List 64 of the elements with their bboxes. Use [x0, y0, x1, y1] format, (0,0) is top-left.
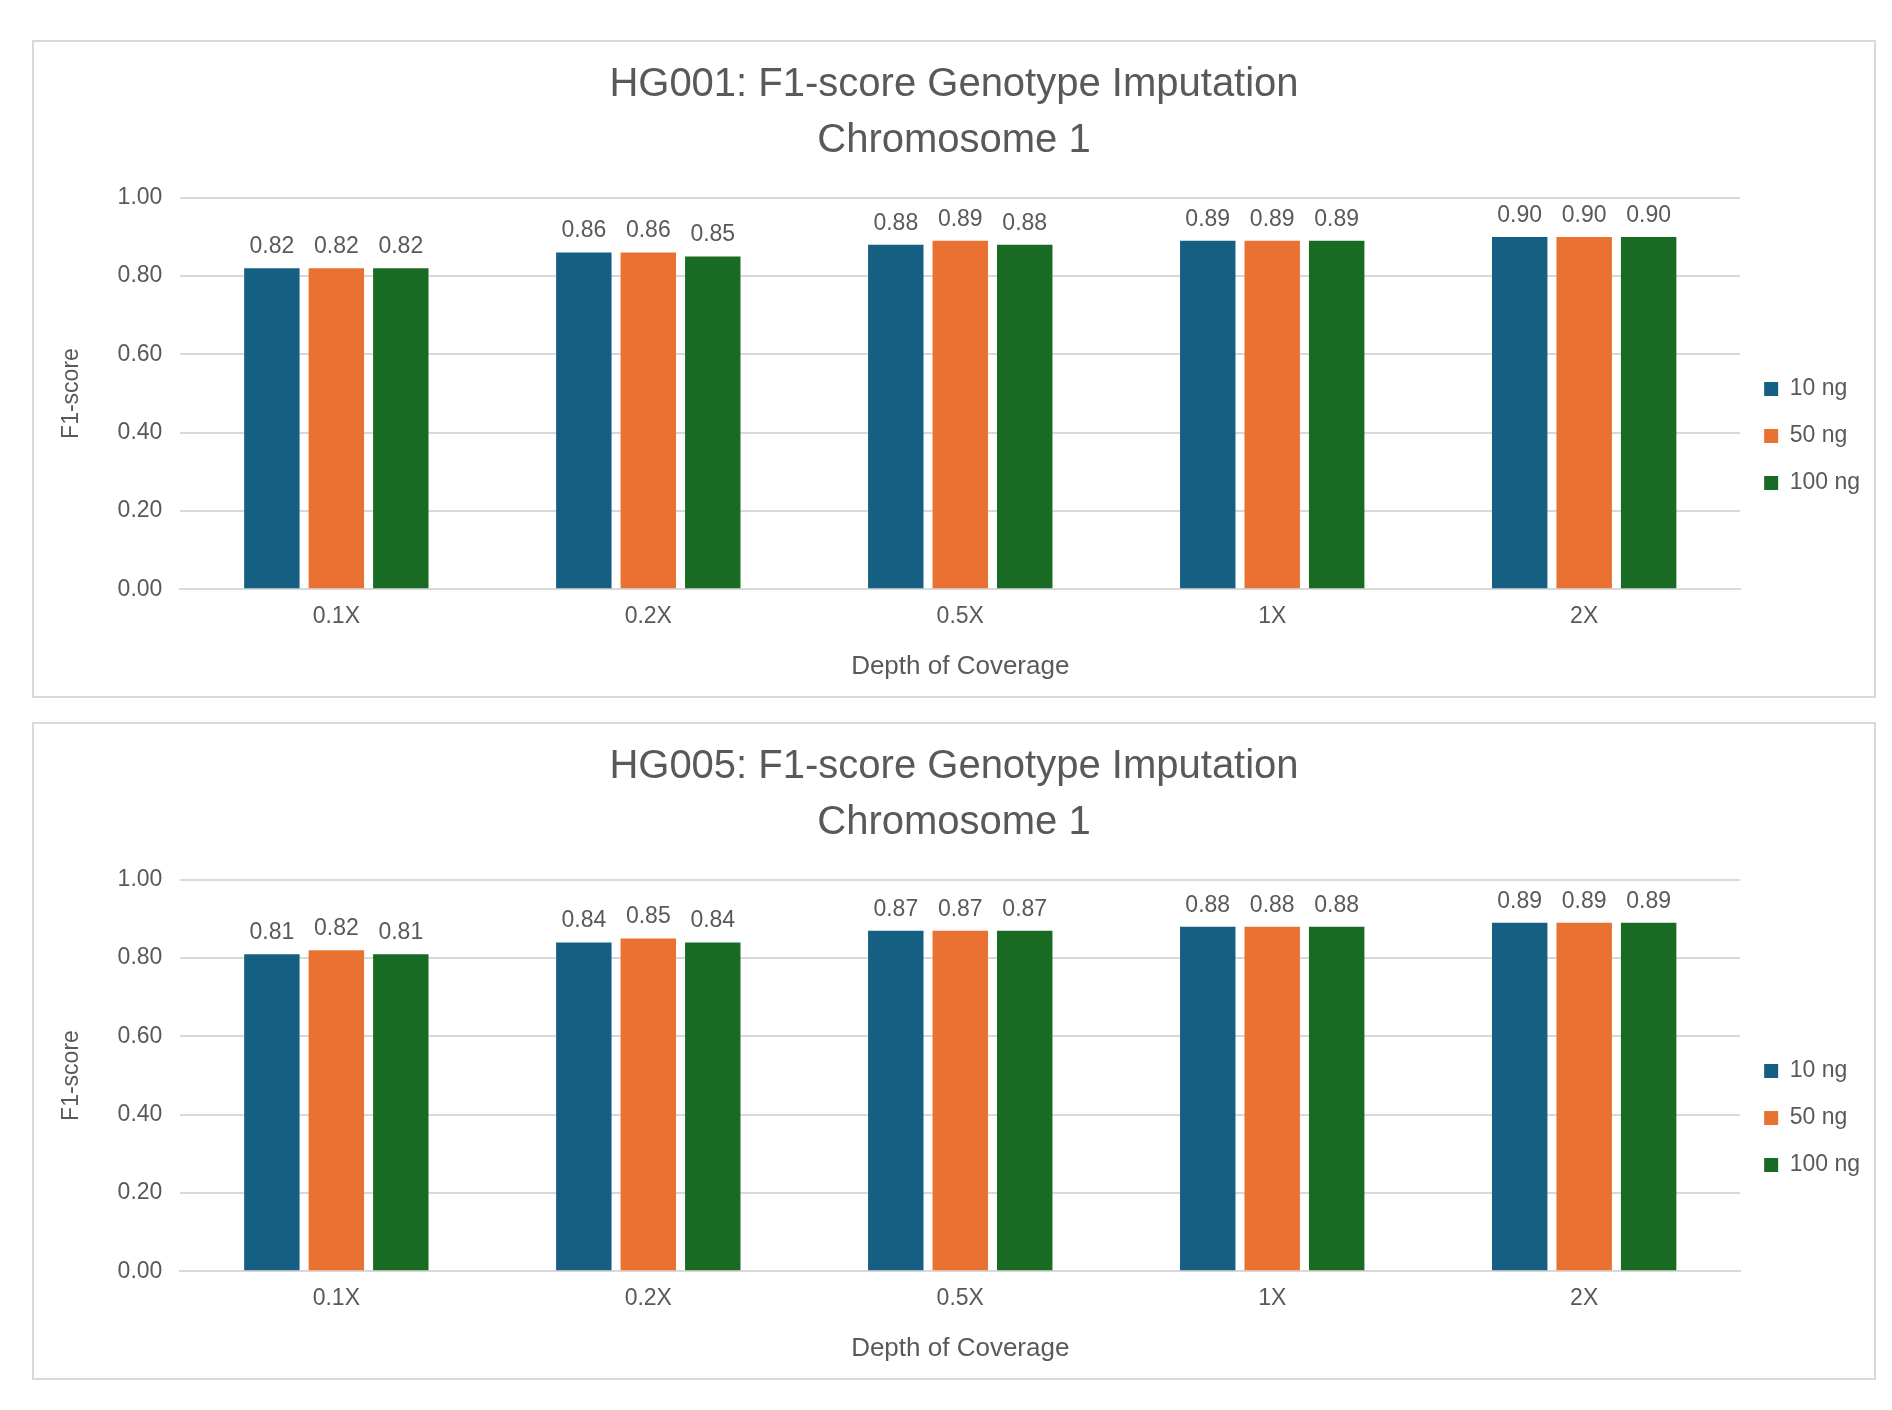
data-label: 0.82: [313, 232, 359, 259]
data-label: 0.84: [690, 906, 736, 933]
data-label: 0.84: [561, 906, 607, 933]
x-tick-label: 1X: [1258, 1284, 1287, 1311]
legend-label: 10 ng: [1789, 1056, 1848, 1083]
x-axis-title: Depth of Coverage: [851, 1331, 1070, 1362]
data-label: 0.88: [873, 208, 919, 235]
legend-label: 10 ng: [1789, 374, 1848, 401]
data-label: 0.82: [313, 914, 359, 941]
x-tick-label: 0.2X: [624, 1284, 672, 1311]
legend-label: 100 ng: [1789, 468, 1861, 495]
x-axis-title: Depth of Coverage: [851, 649, 1070, 680]
x-tick-label: 0.5X: [936, 1284, 984, 1311]
y-tick-label: 0.00: [117, 574, 163, 601]
data-label: 0.88: [1185, 890, 1231, 917]
data-label: 0.90: [1626, 200, 1672, 227]
data-label: 0.88: [1002, 208, 1048, 235]
x-tick-label: 0.2X: [624, 602, 672, 629]
data-label: 0.89: [1314, 204, 1360, 231]
data-label: 0.88: [1314, 890, 1360, 917]
x-tick-label: 0.1X: [312, 602, 361, 629]
y-tick-label: 0.20: [117, 496, 163, 523]
data-label: 0.87: [873, 894, 919, 921]
y-tick-label: 0.80: [117, 943, 163, 970]
y-tick-label: 0.40: [117, 1099, 163, 1126]
data-label: 0.81: [249, 918, 295, 945]
data-label: 0.85: [690, 220, 736, 247]
y-tick-label: 0.20: [117, 1178, 163, 1205]
data-label: 0.87: [937, 894, 983, 921]
data-label: 0.89: [937, 204, 983, 231]
data-label: 0.89: [1497, 886, 1543, 913]
y-tick-label: 0.60: [117, 1021, 163, 1048]
data-label: 0.81: [378, 918, 424, 945]
x-tick-label: 0.1X: [312, 1284, 361, 1311]
data-label: 0.86: [625, 216, 671, 243]
y-tick-label: 0.00: [117, 1256, 163, 1283]
x-tick-label: 0.5X: [936, 602, 984, 629]
legend-label: 50 ng: [1789, 421, 1848, 448]
x-tick-label: 2X: [1570, 602, 1599, 629]
data-label: 0.89: [1249, 204, 1295, 231]
legend-label: 100 ng: [1789, 1150, 1861, 1177]
data-label: 0.88: [1249, 890, 1295, 917]
data-label: 0.89: [1626, 886, 1672, 913]
data-label: 0.82: [249, 232, 295, 259]
x-tick-label: 2X: [1570, 1284, 1599, 1311]
y-axis-title: F1-score: [57, 348, 84, 439]
y-tick-label: 0.40: [117, 417, 163, 444]
y-tick-label: 1.00: [117, 865, 163, 892]
data-label: 0.90: [1561, 200, 1607, 227]
data-label: 0.85: [625, 902, 671, 929]
y-tick-label: 1.00: [117, 183, 163, 210]
data-label: 0.86: [561, 216, 607, 243]
data-label: 0.82: [378, 232, 424, 259]
data-label: 0.90: [1497, 200, 1543, 227]
x-tick-label: 1X: [1258, 602, 1287, 629]
legend-label: 50 ng: [1789, 1103, 1848, 1130]
data-label: 0.87: [1002, 894, 1048, 921]
data-label: 0.89: [1561, 886, 1607, 913]
data-label: 0.89: [1185, 204, 1231, 231]
chart-title: HG001: F1-score Genotype Imputation Chromosome 1: [608, 59, 1300, 162]
chart-title: HG005: F1-score Genotype Imputation Chromosome 1: [608, 741, 1300, 844]
y-axis-title: F1-score: [57, 1030, 84, 1121]
y-tick-label: 0.80: [117, 261, 163, 288]
y-tick-label: 0.60: [117, 339, 163, 366]
